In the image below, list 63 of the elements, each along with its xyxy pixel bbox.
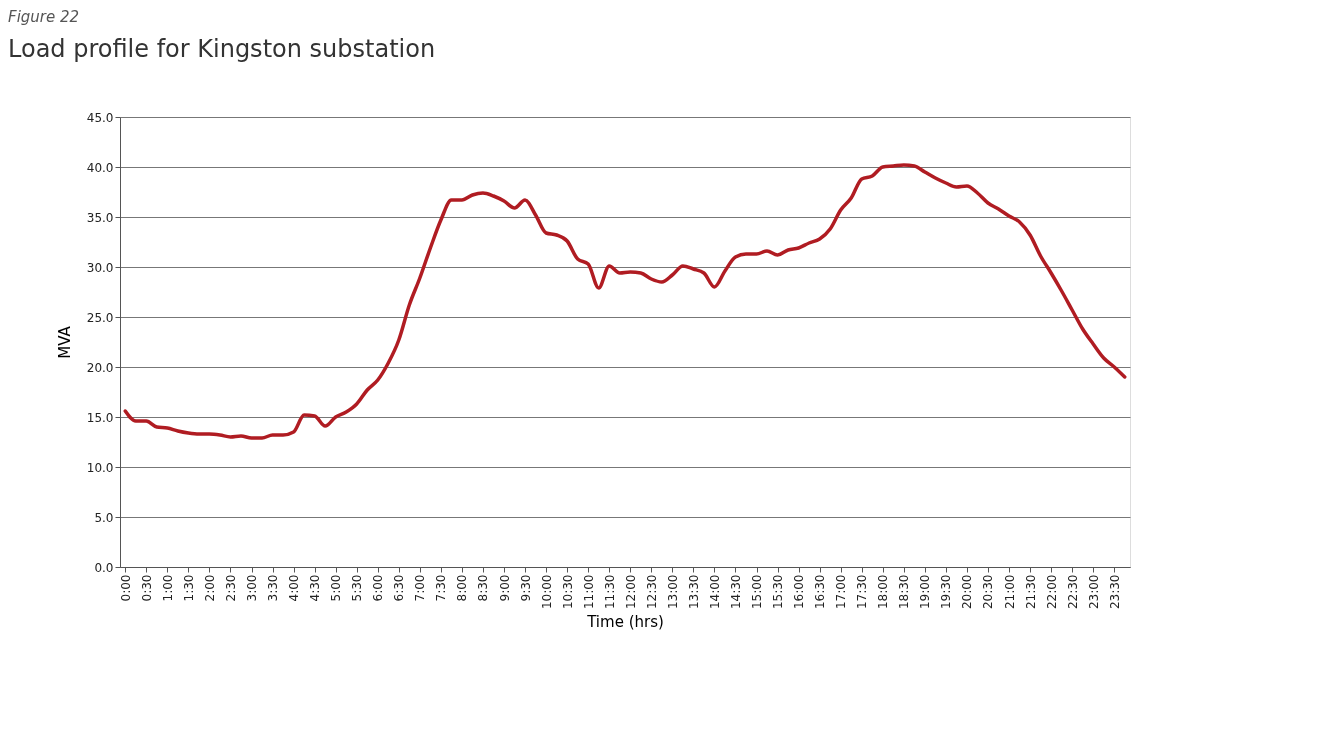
x-tick-label: 10:30 (560, 574, 575, 610)
x-tick-label: 19:00 (918, 574, 933, 610)
y-tick-label: 15.0 (86, 410, 114, 425)
y-axis-title: MVA (55, 325, 74, 359)
x-tick-label: 9:00 (497, 574, 512, 602)
x-tick-label: 10:00 (539, 574, 554, 610)
x-tick-label: 0:30 (139, 574, 154, 602)
x-tick-label: 3:00 (245, 574, 260, 602)
x-tick-label: 14:00 (707, 574, 722, 610)
x-tick-label: 1:00 (160, 574, 175, 602)
x-tick-label: 17:30 (855, 574, 870, 610)
x-tick-label: 11:00 (581, 574, 596, 610)
x-tick-label: 1:30 (181, 574, 196, 602)
x-tick-label: 23:30 (1107, 574, 1122, 610)
x-tick-label: 9:30 (518, 574, 533, 602)
x-tick-label: 18:30 (897, 574, 912, 610)
x-tick-label: 6:00 (371, 574, 386, 602)
x-tick-label: 18:00 (876, 574, 891, 610)
x-tick-label: 4:00 (287, 574, 302, 602)
x-tick-label: 17:00 (834, 574, 849, 610)
y-tick-label: 40.0 (86, 160, 114, 175)
x-tick-label: 8:30 (476, 574, 491, 602)
x-tick-label: 5:00 (329, 574, 344, 602)
x-tick-label: 16:30 (813, 574, 828, 610)
x-tick-label: 16:00 (792, 574, 807, 610)
x-tick-label: 12:30 (644, 574, 659, 610)
x-tick-label: 13:00 (665, 574, 680, 610)
x-tick-label: 15:00 (750, 574, 765, 610)
y-tick-label: 35.0 (86, 210, 114, 225)
y-tick-label: 0.0 (94, 560, 114, 575)
y-tick-label: 10.0 (86, 460, 114, 475)
x-tick-label: 21:00 (1002, 574, 1017, 610)
x-tick-label: 3:30 (266, 574, 281, 602)
x-tick-label: 21:30 (1023, 574, 1038, 610)
x-tick-label: 19:30 (939, 574, 954, 610)
x-tick-label: 20:30 (981, 574, 996, 610)
x-tick-label: 14:30 (728, 574, 743, 610)
x-tick-label: 12:00 (623, 574, 638, 610)
chart-title: Load profile for Kingston substation (8, 35, 436, 63)
line-series (123, 163, 1127, 440)
x-tick-label: 8:00 (455, 574, 470, 602)
x-tick-label: 7:00 (413, 574, 428, 602)
y-tick-label: 5.0 (94, 510, 114, 525)
x-tick-label: 4:30 (308, 574, 323, 602)
caption: Figure 22 (8, 8, 80, 26)
x-tick-label: 5:30 (350, 574, 365, 602)
x-tick-label: 23:00 (1086, 574, 1101, 610)
x-tick-label: 13:30 (686, 574, 701, 610)
y-tick-label: 30.0 (86, 260, 114, 275)
x-tick-label: 7:30 (434, 574, 449, 602)
x-tick-label: 0:00 (118, 574, 133, 602)
x-tick-label: 2:30 (223, 574, 238, 602)
y-tick-label: 25.0 (86, 310, 114, 325)
x-tick-label: 15:30 (771, 574, 786, 610)
y-tick-label: 45.0 (86, 110, 114, 125)
x-tick-label: 2:00 (202, 574, 217, 602)
x-tick-label: 6:30 (392, 574, 407, 602)
x-tick-label: 22:30 (1065, 574, 1080, 610)
x-axis-title: Time (hrs) (586, 613, 664, 632)
x-tick-label: 11:30 (602, 574, 617, 610)
x-tick-label: 22:00 (1044, 574, 1059, 610)
y-tick-label: 20.0 (86, 360, 114, 375)
x-tick-label: 20:00 (960, 574, 975, 610)
